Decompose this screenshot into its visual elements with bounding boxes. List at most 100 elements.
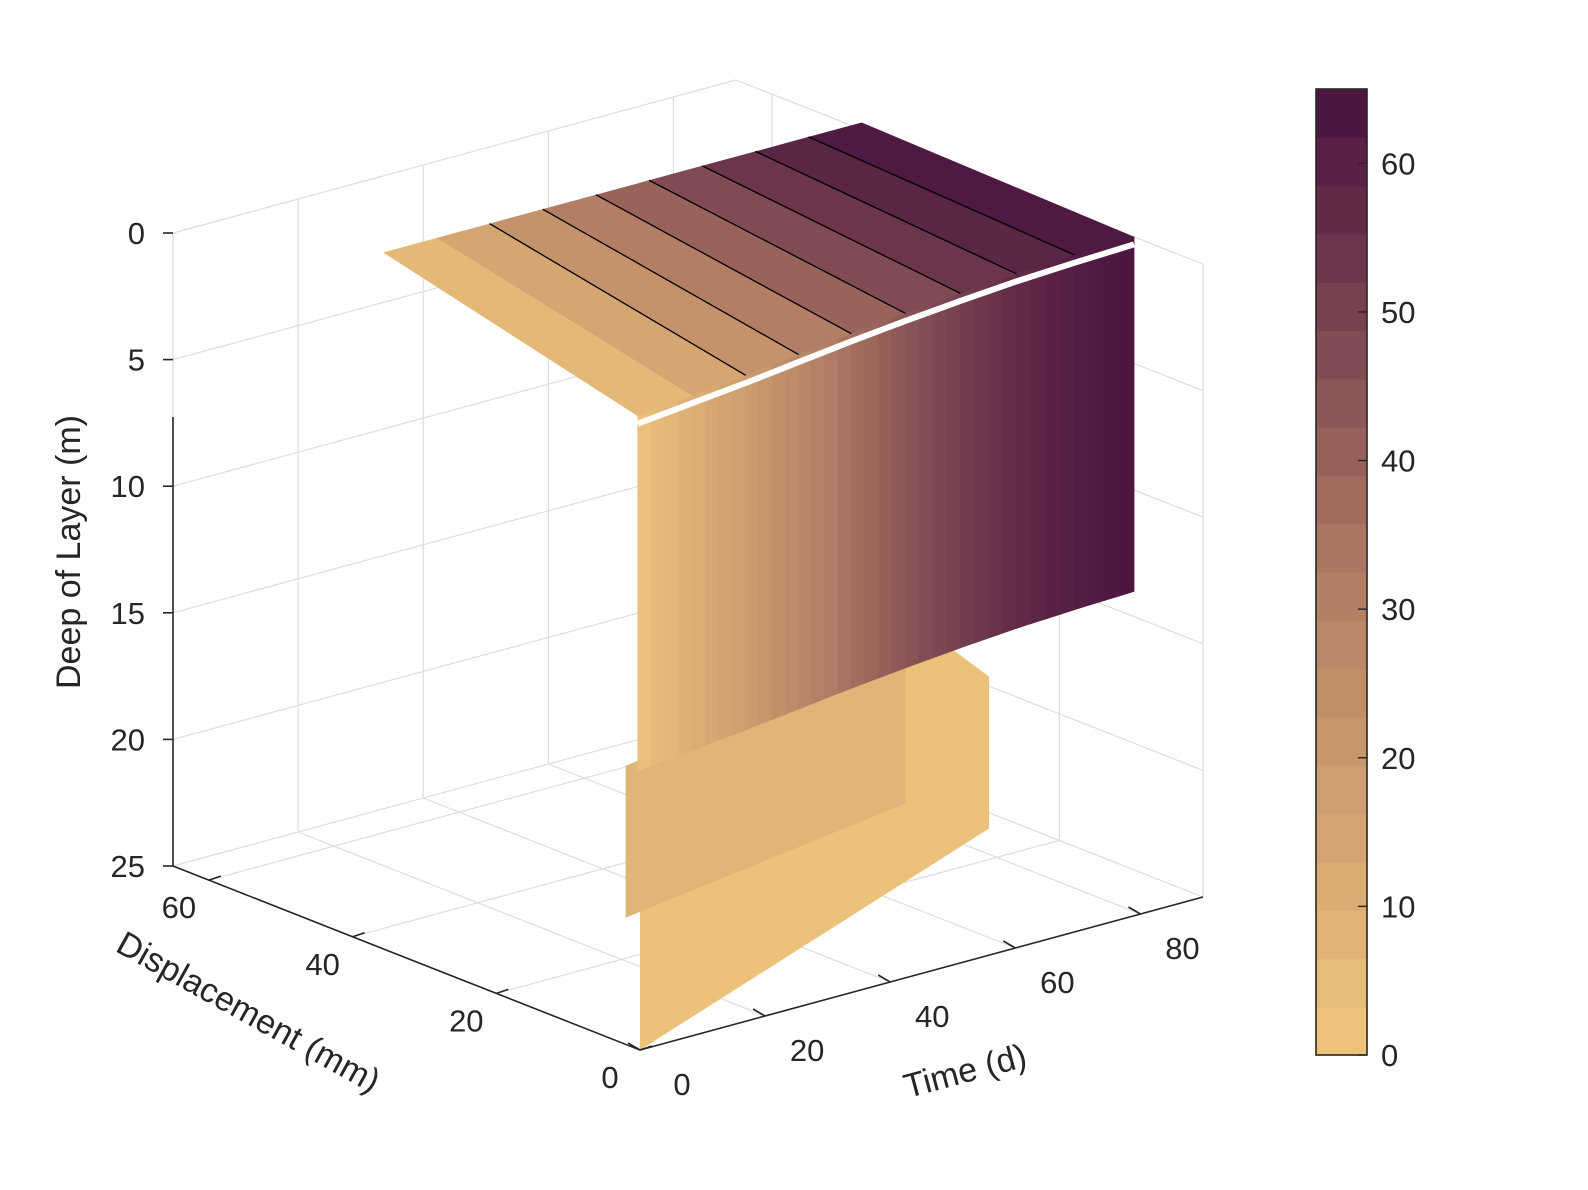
depth-tick-label: 20 — [111, 722, 145, 757]
colorbar-band — [1316, 378, 1367, 428]
colorbar-band — [1316, 861, 1367, 911]
surface-strip — [664, 400, 679, 761]
displacement-tick-mark — [639, 1045, 653, 1051]
colorbar-band — [1316, 137, 1367, 187]
surface-top-band — [808, 122, 1134, 256]
contour-line — [808, 136, 1075, 256]
surface-strip — [1104, 240, 1120, 601]
depth-tick-labels: 0 5 10 15 20 25 — [111, 216, 173, 884]
colorbar — [1315, 88, 1368, 1056]
time-tick-mark — [752, 1008, 766, 1017]
surface-strip — [1002, 273, 1017, 634]
colorbar-band — [1316, 813, 1367, 863]
colorbar-frame — [1315, 88, 1368, 1056]
surface-strip — [974, 283, 989, 644]
displacement-tick-label: 40 — [305, 947, 339, 982]
depth-tick-label: 0 — [128, 216, 145, 251]
colorbar-band — [1316, 765, 1367, 815]
colorbar-band — [1316, 910, 1367, 959]
colorbar-band — [1316, 282, 1367, 332]
axes — [172, 417, 1204, 1051]
surface-top-band — [489, 209, 799, 376]
depth-axis-title: Deep of Layer (m) — [50, 415, 88, 689]
colorbar-tick-label: 30 — [1381, 592, 1415, 627]
colorbar-tick-label: 40 — [1381, 444, 1415, 479]
contour-line — [542, 208, 799, 356]
time-tick-label: 60 — [1040, 965, 1074, 1000]
surface-strip — [1089, 245, 1105, 606]
surface-strip — [932, 297, 947, 659]
surface-strip — [891, 312, 906, 674]
surface-strip — [1074, 249, 1090, 611]
colorbar-band — [1316, 330, 1367, 380]
surface-strip — [1045, 259, 1061, 620]
surface-top-band — [383, 238, 692, 417]
surface-strip — [718, 379, 733, 741]
depth-tick-label: 15 — [111, 596, 145, 631]
contour-line — [489, 223, 747, 376]
time-tick-label: 40 — [915, 999, 949, 1034]
displacement-tick-mark — [208, 875, 222, 881]
depth-tick-label: 10 — [111, 469, 145, 504]
displacement-tick-label: 20 — [449, 1003, 483, 1038]
colorbar-tick-label: 10 — [1381, 889, 1415, 924]
colorbar-tick-label: 60 — [1381, 146, 1415, 181]
surface-ridge — [636, 241, 1135, 427]
grid-line-back-depth — [172, 79, 737, 234]
displacement-tick-labels: 0 20 40 60 — [162, 875, 653, 1095]
displacement-tick-mark — [496, 988, 509, 995]
surface-top-band — [649, 165, 961, 314]
colorbar-tick-label: 20 — [1381, 741, 1415, 776]
surface-strip — [677, 395, 693, 756]
time-tick-label: 0 — [673, 1067, 690, 1102]
surface-strip — [785, 353, 799, 715]
surface-strip — [1059, 254, 1076, 615]
colorbar-band — [1316, 523, 1367, 573]
time-tick-label: 80 — [1165, 931, 1199, 966]
surface-strip — [691, 390, 706, 751]
surface-strip — [731, 374, 747, 736]
surface-top-band — [595, 180, 906, 334]
colorbar-band — [1316, 89, 1367, 138]
time-tick-mark — [1002, 940, 1016, 949]
depth-tick-label: 5 — [128, 343, 145, 378]
colorbar-tick-label: 50 — [1381, 295, 1415, 330]
time-tick-mark — [627, 1042, 641, 1051]
displacement-tick-label: 0 — [601, 1060, 618, 1095]
surface-strip — [1118, 236, 1135, 597]
colorbar-band — [1316, 427, 1367, 476]
time-axis-line — [639, 896, 1204, 1051]
colorbar-band — [1316, 620, 1367, 670]
colorbar-band — [1316, 185, 1367, 235]
surface-strip — [946, 292, 961, 654]
time-tick-mark — [877, 974, 891, 983]
surface-top-band — [542, 194, 852, 355]
colorbar-band — [1316, 958, 1367, 1008]
surface-strip — [918, 302, 934, 664]
time-tick-labels: 0 20 40 60 80 — [627, 906, 1200, 1102]
time-tick-label: 20 — [790, 1033, 824, 1068]
time-axis-title: Time (d) — [900, 1037, 1031, 1106]
surface-strip — [824, 338, 839, 700]
surface-strip — [878, 317, 893, 679]
colorbar-band — [1316, 475, 1367, 525]
displacement-axis-title: Displacement (mm) — [110, 924, 386, 1100]
surface-top-band — [755, 136, 1075, 274]
surface-strip — [758, 364, 773, 726]
displacement-surface — [383, 122, 1135, 1050]
colorbar-band — [1316, 668, 1367, 718]
colorbar-tick-label: 0 — [1381, 1038, 1398, 1073]
displacement-axis-line — [172, 865, 641, 1051]
colorbar-band — [1316, 233, 1367, 283]
surface-strip — [811, 343, 826, 705]
surface-strip — [650, 405, 666, 767]
colorbar-band — [1316, 1006, 1367, 1056]
colorbar-band — [1316, 572, 1367, 621]
colorbar-tick-labels: 0 10 20 30 40 50 60 — [1358, 146, 1415, 1073]
time-tick-mark — [1128, 906, 1141, 915]
surface-strip — [837, 333, 852, 694]
surface-top-band — [436, 223, 746, 396]
surface-strip — [960, 287, 975, 649]
surface-strip — [851, 328, 866, 689]
